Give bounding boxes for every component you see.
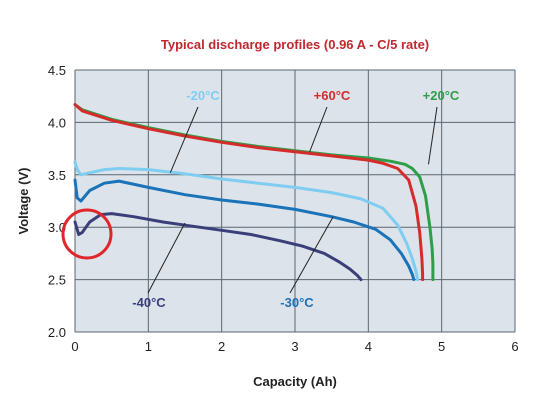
series-labels: +20°C +60°C -20°C -30°C -40°C [132, 88, 460, 310]
y-axis-title: Voltage (V) [16, 168, 31, 235]
series-lines [73, 103, 435, 282]
label-leader-lines [147, 106, 438, 294]
y-tick-label: 3.0 [48, 220, 66, 235]
series-label-1: +60°C [314, 88, 351, 103]
leader-line-4 [147, 222, 186, 294]
tick-labels: 0 1 2 3 4 5 6 2.0 2.5 3.0 3.5 4.0 4.5 [48, 63, 519, 354]
leader-line-0 [427, 106, 438, 165]
chart-title: Typical discharge profiles (0.96 A - C/5… [161, 37, 429, 52]
leader-line-1 [309, 106, 328, 152]
x-tick-label: 5 [438, 339, 445, 354]
series-line-2 [73, 160, 419, 282]
y-tick-label: 2.0 [48, 325, 66, 340]
series-line-1 [73, 103, 425, 282]
series-label-3: -30°C [280, 295, 314, 310]
y-tick-label: 4.0 [48, 115, 66, 130]
x-tick-label: 4 [365, 339, 372, 354]
x-tick-label: 6 [511, 339, 518, 354]
x-tick-label: 1 [145, 339, 152, 354]
series-line-4 [73, 212, 363, 282]
y-tick-label: 2.5 [48, 273, 66, 288]
x-tick-label: 2 [218, 339, 225, 354]
leader-line-2 [169, 106, 199, 173]
x-axis-title: Capacity (Ah) [253, 374, 337, 389]
x-tick-label: 0 [71, 339, 78, 354]
y-tick-label: 4.5 [48, 63, 66, 78]
highlight-circle [61, 208, 113, 260]
leader-line-3 [289, 216, 334, 294]
x-tick-label: 3 [291, 339, 298, 354]
series-label-4: -40°C [132, 295, 166, 310]
series-label-0: +20°C [423, 88, 460, 103]
y-tick-label: 3.5 [48, 168, 66, 183]
series-line-3 [73, 178, 416, 282]
series-label-2: -20°C [186, 88, 220, 103]
